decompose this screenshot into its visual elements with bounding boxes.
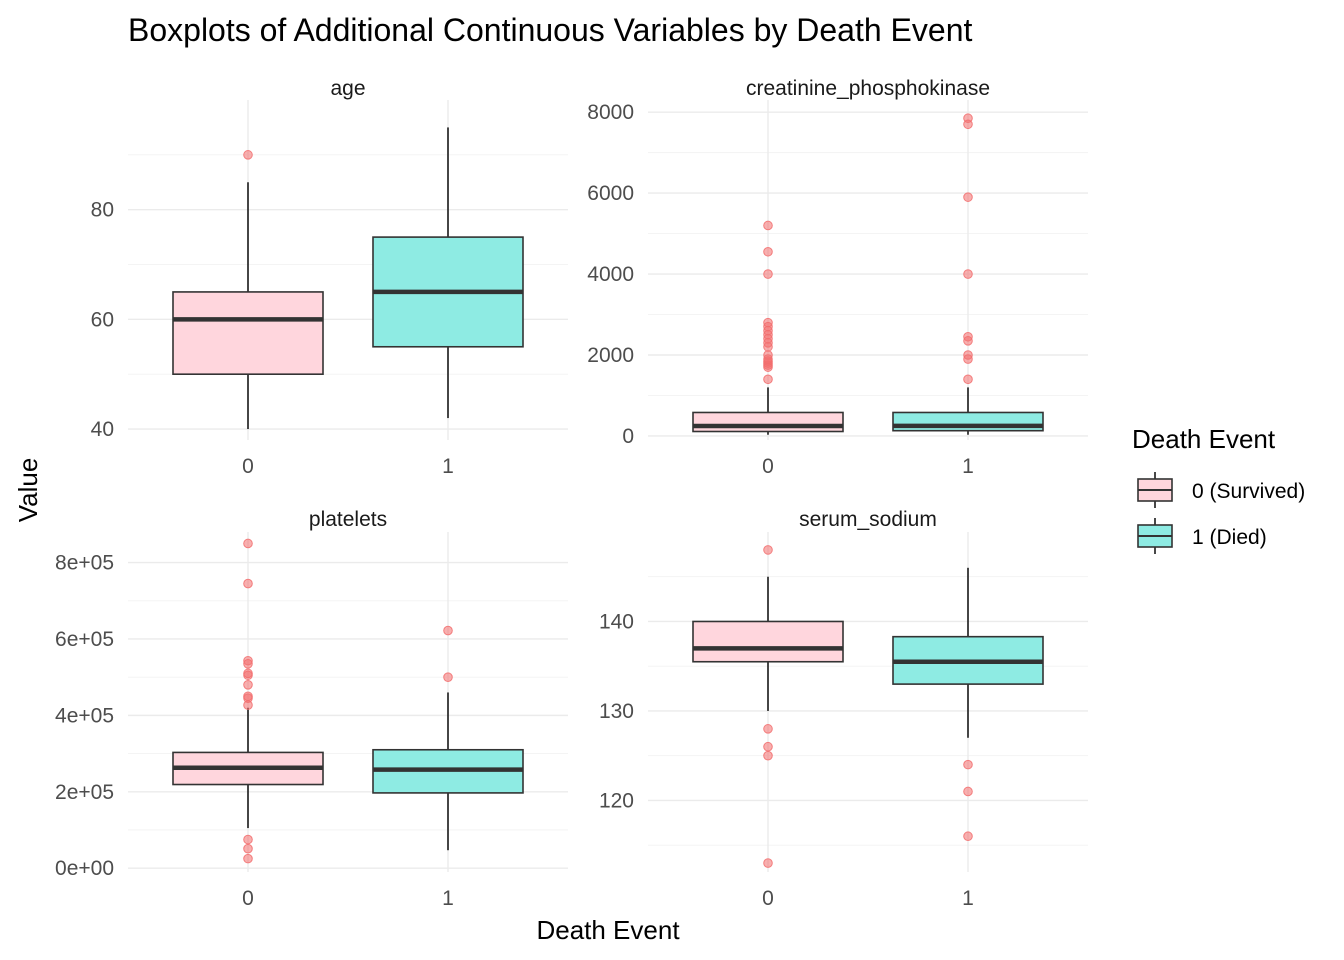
outlier-point xyxy=(763,858,773,868)
box-group-1 xyxy=(372,625,524,851)
y-axis-title: Value xyxy=(13,458,43,523)
outlier-point xyxy=(963,331,973,342)
legend-title: Death Event xyxy=(1132,424,1276,454)
box-group-0 xyxy=(172,150,324,430)
box-group-1 xyxy=(892,567,1044,842)
facet-panels: age 40 60 80 0 1 creatinine_phosphokinase 0 2000… xyxy=(55,77,1088,910)
outlier-point xyxy=(243,834,253,845)
y-tick-label: 0 xyxy=(622,425,634,448)
outlier-point xyxy=(763,220,773,231)
y-tick-label: 4000 xyxy=(587,263,634,286)
y-tick-label: 60 xyxy=(91,308,114,331)
y-tick-label: 80 xyxy=(91,199,114,222)
outlier-point xyxy=(963,786,973,797)
outlier-point xyxy=(763,350,773,360)
y-tick-label: 6000 xyxy=(587,182,634,205)
box-group-0 xyxy=(172,538,324,864)
outlier-point xyxy=(243,655,253,666)
outlier-point xyxy=(243,578,253,589)
x-tick-label: 0 xyxy=(762,887,774,910)
outlier-point xyxy=(443,625,453,636)
outlier-point xyxy=(763,545,773,555)
y-tick-label: 2000 xyxy=(587,344,634,367)
outlier-point xyxy=(963,192,973,202)
panel-age: age 40 60 80 0 1 xyxy=(91,77,568,478)
outlier-point xyxy=(243,691,253,702)
outlier-point xyxy=(243,668,253,679)
outlier-point xyxy=(243,680,253,690)
x-tick-label: 1 xyxy=(442,887,454,910)
y-tick-label: 140 xyxy=(599,610,634,633)
outlier-point xyxy=(763,374,773,385)
outlier-point xyxy=(763,246,773,257)
outlier-point xyxy=(963,374,973,385)
outlier-point xyxy=(763,750,773,761)
outlier-point xyxy=(763,724,773,734)
facet-strip-label: serum_sodium xyxy=(799,508,937,531)
x-tick-label: 1 xyxy=(962,887,974,910)
box-iqr xyxy=(172,291,324,375)
outlier-point xyxy=(963,831,973,842)
legend-key-0 xyxy=(1137,472,1173,508)
outlier-point xyxy=(963,269,973,279)
facet-strip-label: age xyxy=(330,77,365,100)
outlier-point xyxy=(763,741,773,752)
outlier-point xyxy=(963,350,973,360)
outlier-point xyxy=(763,269,773,279)
legend: Death Event 0 (Survived) 1 (Died) xyxy=(1132,424,1305,554)
x-tick-label: 0 xyxy=(242,455,254,478)
x-tick-label: 1 xyxy=(962,455,974,478)
y-tick-label: 8e+05 xyxy=(55,552,114,575)
outlier-point xyxy=(243,150,253,160)
y-tick-label: 40 xyxy=(91,418,114,441)
box-group-1 xyxy=(892,113,1044,435)
y-tick-label: 6e+05 xyxy=(55,628,114,651)
panel-creatinine-phosphokinase: creatinine_phosphokinase 0 2000 4000 6000 800… xyxy=(587,77,1088,478)
y-tick-label: 0e+00 xyxy=(55,857,114,880)
x-tick-label: 0 xyxy=(762,455,774,478)
outlier-point xyxy=(443,672,453,682)
box-iqr xyxy=(692,620,844,663)
box-group-0 xyxy=(692,545,844,868)
outlier-point xyxy=(963,759,973,770)
legend-entry-label: 1 (Died) xyxy=(1192,526,1267,549)
box-group-1 xyxy=(372,127,524,419)
box-iqr xyxy=(692,411,844,433)
outlier-point xyxy=(963,113,973,124)
facet-strip-label: platelets xyxy=(309,508,387,531)
y-tick-label: 4e+05 xyxy=(55,704,114,727)
y-tick-label: 120 xyxy=(599,789,634,812)
legend-key-1 xyxy=(1137,518,1173,554)
legend-entry-label: 0 (Survived) xyxy=(1192,480,1305,503)
y-tick-label: 2e+05 xyxy=(55,781,114,804)
box-group-0 xyxy=(692,220,844,435)
x-tick-label: 0 xyxy=(242,887,254,910)
x-tick-label: 1 xyxy=(442,455,454,478)
chart-title: Boxplots of Additional Continuous Variab… xyxy=(128,12,972,48)
outlier-point xyxy=(243,853,253,864)
outlier-point xyxy=(243,843,253,854)
outlier-point xyxy=(243,538,253,549)
x-axis-title: Death Event xyxy=(536,915,680,945)
y-tick-label: 8000 xyxy=(587,101,634,124)
y-tick-label: 130 xyxy=(599,700,634,723)
outlier-point xyxy=(763,317,773,328)
panel-serum-sodium: serum_sodium 120 130 140 0 1 xyxy=(599,508,1088,910)
panel-platelets: platelets 0e+00 2e+05 4e+05 6e+05 8e+05 0 1 xyxy=(55,508,568,910)
facet-strip-label: creatinine_phosphokinase xyxy=(746,77,990,100)
